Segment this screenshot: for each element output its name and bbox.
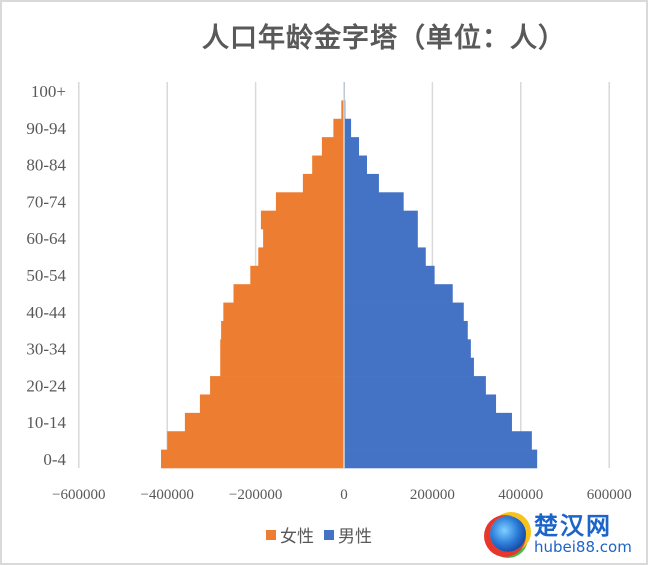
male-bar-60-64[interactable]: [344, 229, 418, 248]
male-bar-80-84[interactable]: [344, 155, 367, 175]
x-tick-label: −600000: [52, 487, 105, 503]
male-bar-25-29[interactable]: [344, 357, 474, 377]
female-bar-75-79[interactable]: [302, 173, 344, 193]
y-tick-label: 80-84: [26, 156, 66, 175]
watermark-url: hubei88.com: [534, 537, 632, 556]
female-bar-50-54[interactable]: [250, 265, 344, 285]
y-tick-label: 30-34: [26, 340, 66, 359]
female-bar-70-74[interactable]: [275, 192, 344, 211]
female-bar-80-84[interactable]: [312, 155, 344, 175]
male-bar-70-74[interactable]: [344, 192, 404, 211]
female-bar-90-94[interactable]: [333, 118, 344, 138]
female-bar-65-69[interactable]: [260, 210, 344, 230]
male-bar-35-39[interactable]: [344, 320, 468, 340]
female-bar-85-89[interactable]: [321, 137, 344, 156]
male-swatch-icon: [324, 529, 334, 540]
globe-logo-icon: [490, 516, 526, 552]
female-swatch-icon: [266, 529, 276, 540]
y-tick-label: 60-64: [26, 229, 66, 248]
legend-label-male: 男性: [338, 527, 372, 546]
legend-label-female: 女性: [280, 527, 314, 546]
male-bar-90-94[interactable]: [344, 118, 352, 138]
female-bar-40-44[interactable]: [223, 302, 344, 322]
legend-item-female[interactable]: 女性: [266, 522, 314, 547]
y-tick-label: 70-74: [26, 192, 66, 211]
watermark-name: 楚汉网: [534, 511, 612, 540]
male-bar-10-14[interactable]: [344, 412, 512, 432]
female-bar-60-64[interactable]: [263, 229, 344, 248]
male-bar-50-54[interactable]: [344, 265, 435, 285]
x-tick-label: 200000: [410, 487, 455, 503]
male-bar-65-69[interactable]: [344, 210, 418, 230]
y-tick-label: 40-44: [26, 303, 66, 322]
y-tick-label: 0-4: [43, 450, 66, 469]
chart-title: 人口年龄金字塔（单位：人）: [202, 23, 566, 53]
male-bar-85-89[interactable]: [344, 137, 360, 156]
legend-item-male[interactable]: 男性: [324, 522, 372, 547]
x-tick-label: 0: [340, 487, 348, 503]
female-bar-5-9[interactable]: [167, 431, 344, 450]
x-tick-label: −400000: [140, 487, 193, 503]
y-tick-label: 20-24: [26, 376, 66, 395]
watermark-logo: 楚汉网 hubei88.com: [484, 510, 644, 558]
female-bar-10-14[interactable]: [184, 412, 344, 432]
y-tick-label: 50-54: [26, 266, 66, 285]
male-bar-45-49[interactable]: [344, 284, 453, 303]
male-bar-15-19[interactable]: [344, 394, 497, 414]
female-bar-30-34[interactable]: [220, 339, 344, 359]
male-bar-0-4[interactable]: [344, 449, 538, 469]
male-bar-30-34[interactable]: [344, 339, 471, 359]
y-tick-label: 90-94: [26, 119, 66, 138]
legend: 女性 男性: [266, 522, 376, 547]
female-bar-20-24[interactable]: [210, 376, 344, 395]
male-bar-5-9[interactable]: [344, 431, 532, 450]
male-bar-40-44[interactable]: [344, 302, 464, 322]
male-bar-20-24[interactable]: [344, 376, 486, 395]
x-tick-label: 400000: [498, 487, 543, 503]
y-tick-label: 10-14: [26, 413, 66, 432]
female-bar-15-19[interactable]: [199, 394, 344, 414]
x-tick-label: −200000: [229, 487, 282, 503]
female-bar-45-49[interactable]: [233, 284, 345, 303]
female-bar-25-29[interactable]: [220, 357, 344, 377]
y-tick-label: 100+: [31, 82, 66, 101]
female-bar-35-39[interactable]: [221, 320, 344, 340]
female-bar-95-99[interactable]: [341, 100, 344, 120]
female-bar-55-59[interactable]: [258, 247, 344, 267]
male-bar-55-59[interactable]: [344, 247, 426, 267]
female-bar-0-4[interactable]: [161, 449, 344, 469]
male-bar-75-79[interactable]: [344, 173, 379, 193]
x-tick-label: 600000: [587, 487, 632, 503]
